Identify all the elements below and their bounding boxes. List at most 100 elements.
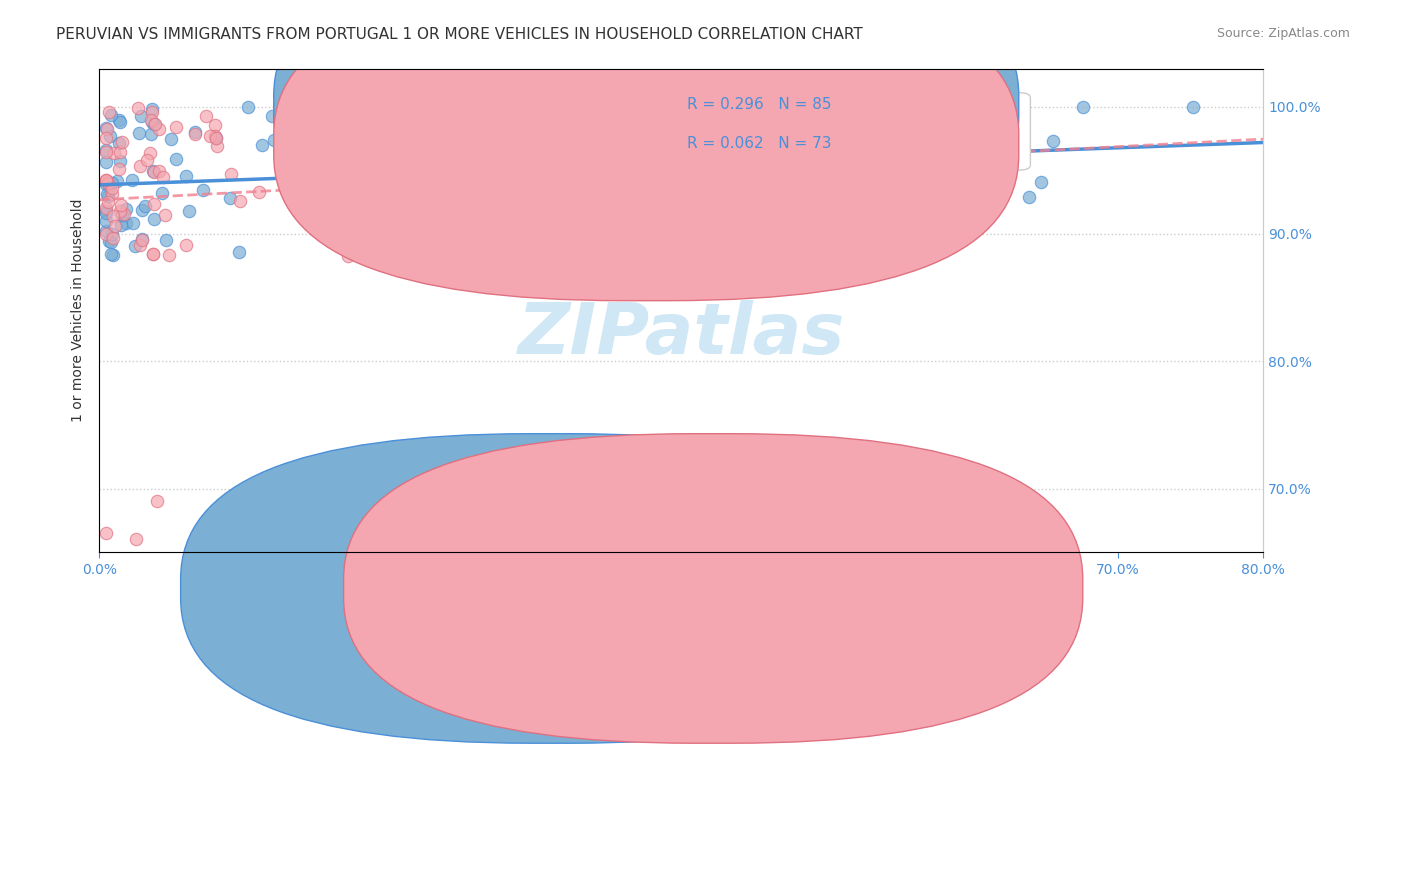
Point bbox=[184, 125, 207, 139]
Point bbox=[96, 203, 118, 218]
Point bbox=[96, 206, 118, 220]
Point bbox=[247, 186, 270, 200]
Point bbox=[96, 122, 118, 136]
Point bbox=[1018, 189, 1040, 203]
Point bbox=[991, 116, 1014, 130]
Point bbox=[165, 152, 187, 166]
Point bbox=[347, 203, 370, 218]
Point bbox=[96, 173, 118, 187]
Point bbox=[131, 233, 153, 247]
Point bbox=[122, 216, 145, 230]
Point bbox=[623, 221, 645, 235]
Point bbox=[262, 109, 284, 123]
Point bbox=[129, 159, 152, 173]
Point bbox=[159, 131, 181, 145]
Point bbox=[482, 132, 505, 146]
Text: Immigrants from Portugal: Immigrants from Portugal bbox=[740, 589, 918, 603]
Point bbox=[110, 218, 132, 232]
Point bbox=[141, 102, 163, 116]
FancyBboxPatch shape bbox=[180, 434, 920, 743]
Point bbox=[291, 194, 314, 209]
Point bbox=[582, 140, 605, 154]
Point bbox=[110, 154, 132, 169]
Point bbox=[953, 158, 976, 172]
Point bbox=[205, 139, 228, 153]
Point bbox=[103, 146, 125, 161]
Point bbox=[600, 202, 623, 216]
Point bbox=[96, 227, 118, 241]
Text: ZIPatlas: ZIPatlas bbox=[517, 300, 845, 369]
Point bbox=[96, 186, 118, 201]
Point bbox=[121, 173, 143, 187]
Point bbox=[191, 183, 214, 197]
Point bbox=[520, 173, 543, 187]
Point bbox=[142, 164, 165, 178]
Point bbox=[547, 139, 569, 153]
Point bbox=[934, 104, 956, 119]
Point bbox=[200, 128, 222, 143]
Point bbox=[115, 202, 138, 216]
Point bbox=[1073, 100, 1095, 114]
Point bbox=[110, 114, 132, 128]
Point bbox=[97, 176, 120, 190]
Point bbox=[103, 231, 125, 245]
Point bbox=[654, 131, 676, 145]
Point bbox=[752, 171, 775, 186]
Point bbox=[800, 239, 823, 253]
Point bbox=[108, 162, 131, 177]
Point bbox=[195, 110, 218, 124]
Point bbox=[96, 143, 118, 157]
Point bbox=[101, 227, 124, 242]
Point bbox=[131, 232, 153, 246]
Text: Peruvians: Peruvians bbox=[576, 589, 644, 603]
Point bbox=[96, 526, 118, 541]
FancyBboxPatch shape bbox=[343, 434, 1083, 743]
Point bbox=[111, 135, 134, 149]
Point bbox=[789, 125, 811, 139]
Point bbox=[100, 247, 122, 261]
Point bbox=[284, 161, 307, 176]
Point bbox=[555, 189, 578, 203]
Point bbox=[1031, 175, 1053, 189]
Point bbox=[143, 116, 166, 130]
Point bbox=[526, 142, 548, 156]
Point bbox=[96, 131, 118, 145]
Point bbox=[336, 249, 359, 263]
Point bbox=[141, 112, 163, 127]
Text: R = 0.062   N = 73: R = 0.062 N = 73 bbox=[688, 136, 831, 151]
Point bbox=[114, 216, 136, 230]
Point bbox=[108, 136, 131, 150]
Point bbox=[127, 101, 149, 115]
Point bbox=[96, 120, 118, 135]
Point bbox=[104, 219, 127, 234]
Text: Source: ZipAtlas.com: Source: ZipAtlas.com bbox=[1216, 27, 1350, 40]
Point bbox=[96, 155, 118, 169]
Point bbox=[105, 174, 128, 188]
Point bbox=[204, 130, 226, 145]
Point bbox=[148, 122, 170, 136]
Point bbox=[153, 208, 176, 222]
Point bbox=[991, 176, 1014, 190]
Point bbox=[98, 234, 121, 248]
Point bbox=[696, 155, 718, 169]
Point bbox=[110, 204, 132, 219]
Point bbox=[110, 197, 132, 211]
Point bbox=[157, 248, 180, 262]
Point bbox=[174, 237, 197, 252]
Point bbox=[139, 146, 162, 161]
Point bbox=[236, 100, 259, 114]
Point bbox=[96, 213, 118, 227]
Point bbox=[205, 131, 228, 145]
Point bbox=[569, 103, 592, 118]
Point bbox=[124, 239, 146, 253]
Point bbox=[96, 172, 118, 186]
Point bbox=[96, 201, 118, 215]
Point bbox=[228, 194, 250, 208]
Point bbox=[143, 211, 166, 226]
Point bbox=[96, 145, 118, 160]
Point bbox=[292, 163, 315, 178]
Point bbox=[131, 202, 153, 217]
Point bbox=[148, 164, 170, 178]
Point bbox=[96, 177, 118, 191]
Point bbox=[766, 146, 789, 161]
